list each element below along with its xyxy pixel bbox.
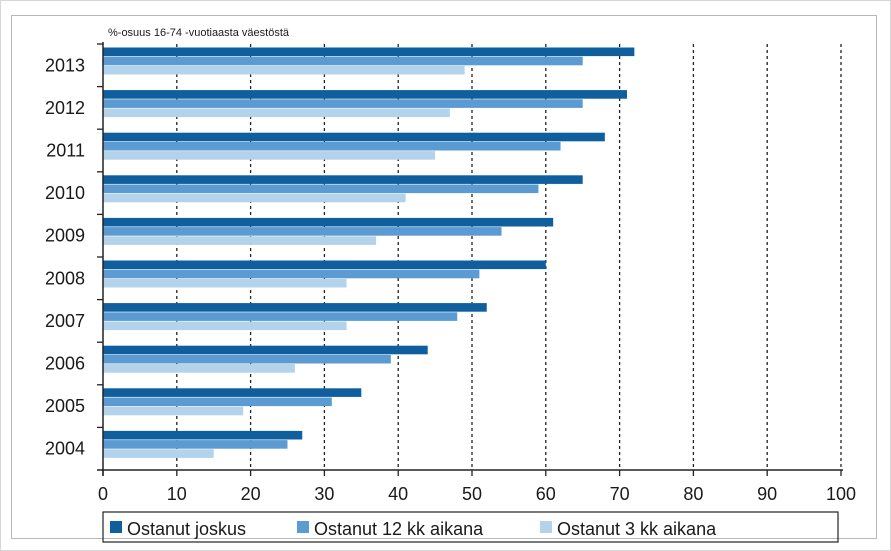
- x-tick-label-50: 50: [462, 484, 482, 504]
- bar-2013-2: [103, 56, 583, 66]
- bar-2011-3: [103, 151, 436, 160]
- category-label-2013: 2013: [45, 55, 85, 75]
- bar-2013-1: [103, 47, 635, 57]
- bar-2004-3: [103, 449, 214, 458]
- bar-2012-1: [103, 90, 627, 99]
- bar-2009-2: [103, 227, 502, 236]
- x-tick-label-70: 70: [610, 484, 630, 504]
- bar-2005-3: [103, 406, 244, 416]
- bar-2005-1: [103, 388, 362, 397]
- bar-2010-2: [103, 184, 539, 194]
- legend-swatch-3: [540, 521, 552, 533]
- category-label-2004: 2004: [45, 439, 85, 459]
- bar-2013-3: [103, 65, 465, 75]
- bar-2007-1: [103, 303, 487, 312]
- x-tick-label-0: 0: [98, 484, 108, 504]
- bar-2008-2: [103, 269, 480, 279]
- legend-box: [102, 511, 839, 543]
- x-tick-label-10: 10: [167, 484, 187, 504]
- legend-label-1: Ostanut joskus: [127, 519, 246, 539]
- x-tick-label-60: 60: [536, 484, 556, 504]
- chart-subtitle: %-osuus 16-74 -vuotiaasta väestöstä: [108, 27, 290, 39]
- bar-2007-3: [103, 321, 347, 331]
- legend-label-2: Ostanut 12 kk aikana: [314, 519, 484, 539]
- category-label-2005: 2005: [45, 396, 85, 416]
- chart-border: [11, 15, 877, 539]
- x-tick-label-30: 30: [314, 484, 334, 504]
- legend-swatch-2: [297, 521, 309, 533]
- bar-2008-3: [103, 278, 347, 288]
- x-tick-label-20: 20: [241, 484, 261, 504]
- legend-swatch-1: [110, 521, 122, 533]
- bar-2006-3: [103, 364, 295, 373]
- x-tick-label-90: 90: [757, 484, 777, 504]
- category-label-2007: 2007: [45, 311, 85, 331]
- x-tick-label-100: 100: [826, 484, 856, 504]
- category-label-2008: 2008: [45, 268, 85, 288]
- legend-label-3: Ostanut 3 kk aikana: [557, 519, 717, 539]
- category-label-2009: 2009: [45, 226, 85, 246]
- x-tick-label-40: 40: [388, 484, 408, 504]
- x-tick-label-80: 80: [683, 484, 703, 504]
- bar-2010-3: [103, 193, 406, 203]
- bar-2010-1: [103, 175, 583, 184]
- bar-2007-2: [103, 312, 458, 321]
- bar-2012-3: [103, 108, 450, 118]
- axes: 0 10 20 30 40 50 60 70 80 90 100 2013 2012 2011 2010 20…: [45, 42, 856, 504]
- category-label-2012: 2012: [45, 98, 85, 118]
- bar-2006-2: [103, 354, 391, 364]
- bar-2011-2: [103, 141, 561, 151]
- bar-2004-1: [103, 430, 303, 440]
- category-label-2011: 2011: [46, 141, 85, 161]
- bar-2011-1: [103, 132, 605, 142]
- bar-2006-1: [103, 345, 428, 355]
- bars: [103, 47, 635, 458]
- bar-2004-2: [103, 440, 288, 449]
- bar-2012-2: [103, 99, 583, 108]
- bar-2005-2: [103, 397, 332, 407]
- bar-2008-1: [103, 260, 546, 270]
- bar-2009-1: [103, 217, 554, 227]
- legend: Ostanut joskus Ostanut 12 kk aikana Ostanu…: [102, 511, 839, 543]
- category-label-2010: 2010: [45, 183, 85, 203]
- category-label-2006: 2006: [45, 354, 85, 374]
- bar-2009-3: [103, 236, 377, 245]
